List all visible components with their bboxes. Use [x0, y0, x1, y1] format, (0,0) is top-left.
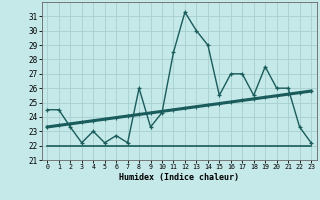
X-axis label: Humidex (Indice chaleur): Humidex (Indice chaleur) — [119, 173, 239, 182]
